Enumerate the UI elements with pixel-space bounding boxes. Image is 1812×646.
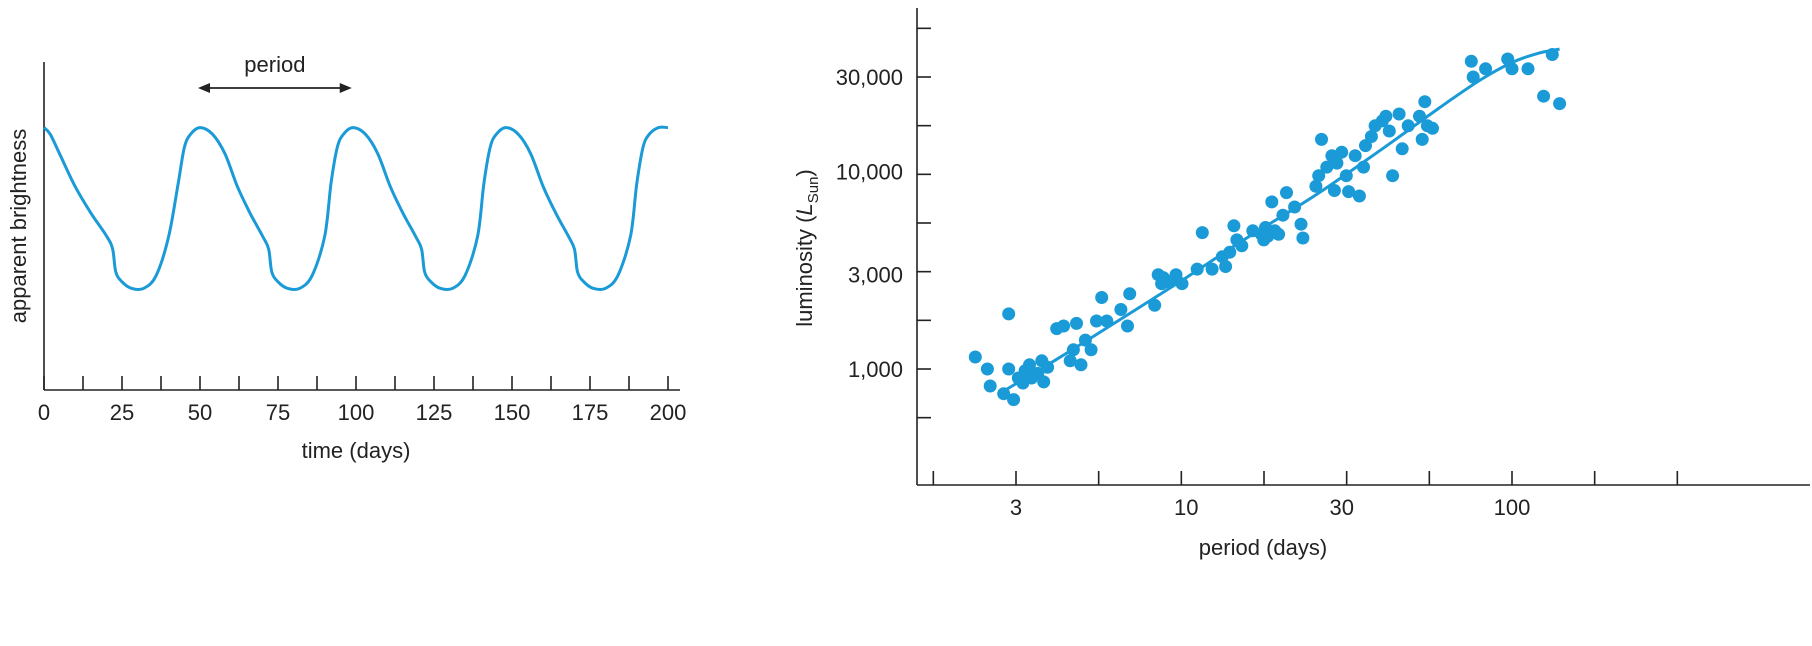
data-point [1265, 195, 1279, 209]
period-luminosity-chart: 1,000 3,000 10,000 30,000 3 10 30 100 period (… [792, 8, 1810, 560]
right-x-tick-labels: 3 10 30 100 [1010, 495, 1530, 520]
data-point [1002, 362, 1016, 376]
data-point [1057, 319, 1071, 333]
data-point [1090, 314, 1103, 328]
data-point [968, 350, 982, 364]
right-y-axis-title: luminosity (LSun) [792, 169, 822, 327]
left-x-tick-label: 50 [188, 400, 212, 425]
data-point [1479, 62, 1493, 76]
data-point [1114, 303, 1128, 316]
data-point [1227, 219, 1241, 233]
data-point [1148, 298, 1162, 312]
data-point [1395, 142, 1409, 156]
data-point [1123, 287, 1137, 301]
brightness-curve [42, 125, 669, 292]
data-point [1070, 316, 1083, 330]
data-point [980, 362, 994, 376]
data-point [1037, 375, 1051, 389]
right-y-axis-title-main: luminosity ( [792, 215, 817, 327]
left-x-tick-label: 100 [338, 400, 375, 425]
left-x-tick-label: 150 [494, 400, 531, 425]
fit-curve [1000, 47, 1560, 394]
data-point [1330, 156, 1344, 170]
data-point [1315, 132, 1328, 146]
data-point [1327, 184, 1341, 197]
data-point [1348, 149, 1362, 163]
period-label: period [244, 52, 305, 77]
data-point [1415, 132, 1429, 146]
data-point [983, 379, 997, 393]
data-point [1309, 179, 1323, 193]
period-arrowhead-left [198, 83, 210, 93]
left-x-tick-label: 125 [416, 400, 453, 425]
data-point [1219, 260, 1233, 273]
left-x-ticks [43, 376, 669, 390]
light-curve-chart: 0 25 50 75 100 125 150 175 200 period time (days… [6, 52, 686, 463]
data-point [1007, 393, 1021, 407]
data-point [1084, 343, 1098, 357]
left-y-axis-title: apparent brightness [6, 129, 31, 323]
data-point [1280, 186, 1293, 200]
data-point [1294, 217, 1308, 231]
left-x-tick-label: 0 [38, 400, 50, 425]
data-point [1195, 226, 1209, 240]
data-point [1223, 245, 1237, 259]
data-point [1074, 358, 1088, 372]
right-y-ticks [917, 27, 931, 419]
data-point [1175, 277, 1189, 291]
data-point [1382, 124, 1396, 138]
left-x-tick-label: 75 [266, 400, 290, 425]
data-point [1121, 319, 1134, 333]
data-point [1521, 62, 1535, 76]
data-point [1320, 160, 1334, 174]
right-y-tick-label: 10,000 [836, 159, 903, 184]
left-x-tick-label: 25 [110, 400, 134, 425]
right-y-tick-label: 3,000 [848, 263, 903, 288]
data-point [1335, 145, 1349, 159]
cepheid-data-points [968, 48, 1567, 407]
data-point [1023, 358, 1036, 372]
data-point [1095, 291, 1109, 304]
data-point [1392, 107, 1406, 121]
data-point [1466, 70, 1480, 84]
left-x-tick-label: 200 [650, 400, 687, 425]
right-x-tick-label: 3 [1010, 495, 1022, 520]
data-point [1364, 130, 1378, 143]
data-point [1272, 227, 1286, 241]
data-point [1379, 109, 1393, 123]
data-point [1426, 121, 1439, 135]
data-point [1002, 307, 1016, 321]
right-y-axis-title-subscript: Sun [805, 177, 822, 204]
right-x-tick-label: 30 [1329, 495, 1353, 520]
right-x-ticks [932, 471, 1679, 485]
right-y-axis-title-close: ) [792, 169, 817, 176]
data-point [1553, 97, 1567, 111]
data-point [1205, 262, 1219, 276]
data-point [1063, 354, 1077, 368]
right-x-tick-label: 100 [1494, 495, 1531, 520]
data-point [1464, 54, 1478, 68]
left-x-axis-title: time (days) [302, 438, 411, 463]
right-x-tick-label: 10 [1174, 495, 1198, 520]
period-annotation: period [198, 52, 352, 93]
right-y-tick-labels: 1,000 3,000 10,000 30,000 [836, 65, 903, 382]
data-point [1418, 95, 1432, 109]
right-x-axis-title: period (days) [1199, 535, 1327, 560]
data-point [1352, 189, 1366, 203]
period-arrowhead-right [339, 83, 352, 93]
left-x-tick-labels: 0 25 50 75 100 125 150 175 200 [38, 400, 686, 425]
left-x-tick-label: 175 [572, 400, 609, 425]
data-point [1386, 169, 1400, 183]
data-point [1537, 89, 1551, 103]
right-y-tick-label: 30,000 [836, 65, 903, 90]
right-y-tick-label: 1,000 [848, 357, 903, 382]
data-point [1296, 231, 1310, 245]
data-point [1342, 185, 1356, 199]
data-point [1312, 169, 1326, 183]
right-y-axis-title-symbol: L [792, 203, 817, 215]
